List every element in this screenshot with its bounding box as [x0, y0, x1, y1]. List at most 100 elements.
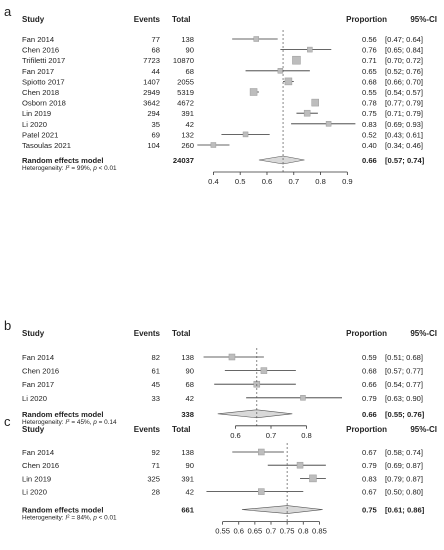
study-events: 28	[152, 488, 160, 497]
study-events: 77	[152, 35, 160, 44]
study-ci: [0.70; 0.72]	[385, 56, 423, 65]
study-estimate-box	[303, 109, 311, 117]
study-total: 90	[186, 367, 194, 376]
heterogeneity-p-rest: < 0.01	[97, 165, 117, 172]
study-ci: [0.58; 0.74]	[385, 448, 423, 457]
heterogeneity-i2-sym: I	[65, 165, 67, 172]
study-events: 294	[147, 109, 160, 118]
heterogeneity-i2-rest: = 84%,	[70, 515, 94, 522]
study-name: Chen 2016	[22, 367, 59, 376]
study-name: Fan 2017	[22, 380, 54, 389]
study-name: Chen 2016	[22, 46, 59, 55]
study-name: Patel 2021	[22, 130, 58, 139]
heterogeneity-i2-rest: = 99%,	[70, 165, 94, 172]
study-ci: [0.69; 0.87]	[385, 461, 423, 470]
heterogeneity-text: Heterogeneity: I2 = 99%, p < 0.01	[22, 164, 117, 173]
study-name: Li 2020	[22, 394, 47, 403]
x-tick-label: 0.6	[262, 177, 273, 186]
study-total: 138	[181, 35, 194, 44]
study-proportion: 0.68	[362, 367, 377, 376]
heterogeneity-superscript: 2	[67, 164, 70, 169]
study-name: Trifiletti 2017	[22, 56, 65, 65]
x-tick-label: 0.6	[230, 431, 241, 440]
study-name: Fan 2014	[22, 353, 54, 362]
header-total: Total	[172, 15, 191, 24]
study-events: 33	[152, 394, 160, 403]
study-events: 1407	[143, 77, 160, 86]
header-total: Total	[172, 425, 191, 434]
study-proportion: 0.55	[362, 88, 377, 97]
x-tick-label: 0.4	[208, 177, 219, 186]
header-ci: 95%-CI	[410, 15, 437, 24]
x-tick-label: 0.7	[266, 431, 277, 440]
panel-label: b	[4, 318, 11, 333]
summary-ci: [0.61; 0.86]	[385, 506, 425, 515]
heterogeneity-text: Heterogeneity: I2 = 45%, p = 0.14	[22, 417, 117, 426]
study-events: 82	[152, 353, 160, 362]
heterogeneity-p-rest: = 0.14	[97, 419, 117, 426]
x-tick-label: 0.9	[342, 177, 353, 186]
study-events: 44	[152, 67, 160, 76]
study-events: 71	[152, 461, 160, 470]
study-total: 42	[186, 488, 194, 497]
x-tick-label: 0.8	[298, 527, 309, 536]
header-study: Study	[22, 329, 45, 338]
study-events: 3642	[143, 99, 160, 108]
forest-panel-b: b Study Events Total Proportion 95%-CI Fan 201…	[4, 318, 437, 440]
summary-label: Random effects model	[22, 156, 103, 165]
heterogeneity-p-sym: p	[92, 165, 97, 172]
study-ci: [0.47; 0.64]	[385, 35, 423, 44]
study-proportion: 0.76	[362, 46, 377, 55]
study-proportion: 0.66	[362, 380, 377, 389]
study-estimate-box	[296, 461, 304, 469]
study-estimate-box	[325, 121, 332, 127]
study-events: 92	[152, 448, 160, 457]
heterogeneity-i2-sym: I	[65, 419, 67, 426]
study-total: 391	[181, 109, 194, 118]
study-ci: [0.43; 0.61]	[385, 130, 423, 139]
study-total: 2055	[177, 77, 194, 86]
study-events: 104	[147, 141, 160, 150]
study-proportion: 0.59	[362, 353, 377, 362]
study-proportion: 0.83	[362, 474, 377, 483]
panel-label: a	[4, 4, 12, 19]
study-name: Spiotto 2017	[22, 77, 65, 86]
study-proportion: 0.52	[362, 130, 377, 139]
study-name: Lin 2019	[22, 109, 51, 118]
study-estimate-box	[307, 46, 313, 53]
heterogeneity-p-sym: p	[92, 515, 97, 522]
heterogeneity-text: Heterogeneity: I2 = 84%, p < 0.01	[22, 513, 117, 522]
heterogeneity-superscript: 2	[67, 513, 70, 518]
study-total: 138	[181, 353, 194, 362]
header-study: Study	[22, 425, 45, 434]
study-name: Tasoulas 2021	[22, 141, 71, 150]
heterogeneity-i2-rest: = 45%,	[70, 419, 94, 426]
x-tick-label: 0.8	[301, 431, 312, 440]
study-proportion: 0.71	[362, 56, 377, 65]
study-estimate-box	[309, 474, 317, 483]
study-estimate-box	[253, 36, 260, 42]
summary-diamond	[258, 155, 305, 165]
summary-ci: [0.57; 0.74]	[385, 156, 425, 165]
x-tick-label: 0.6	[233, 527, 244, 536]
study-events: 2949	[143, 88, 160, 97]
x-tick-label: 0.65	[247, 527, 262, 536]
study-estimate-box	[292, 55, 301, 65]
study-total: 42	[186, 394, 194, 403]
summary-ci: [0.55; 0.76]	[385, 410, 425, 419]
study-name: Fan 2017	[22, 67, 54, 76]
study-estimate-box	[258, 488, 265, 495]
study-name: Chen 2016	[22, 461, 59, 470]
x-tick-label: 0.7	[288, 177, 299, 186]
study-estimate-box	[258, 448, 265, 456]
study-ci: [0.57; 0.77]	[385, 367, 423, 376]
study-total: 132	[181, 130, 194, 139]
study-ci: [0.34; 0.46]	[385, 141, 423, 150]
study-proportion: 0.83	[362, 120, 377, 129]
summary-proportion: 0.75	[362, 506, 378, 515]
header-ci: 95%-CI	[410, 329, 437, 338]
study-name: Li 2020	[22, 120, 47, 129]
study-name: Fan 2014	[22, 35, 54, 44]
summary-label: Random effects model	[22, 410, 103, 419]
study-proportion: 0.78	[362, 99, 377, 108]
